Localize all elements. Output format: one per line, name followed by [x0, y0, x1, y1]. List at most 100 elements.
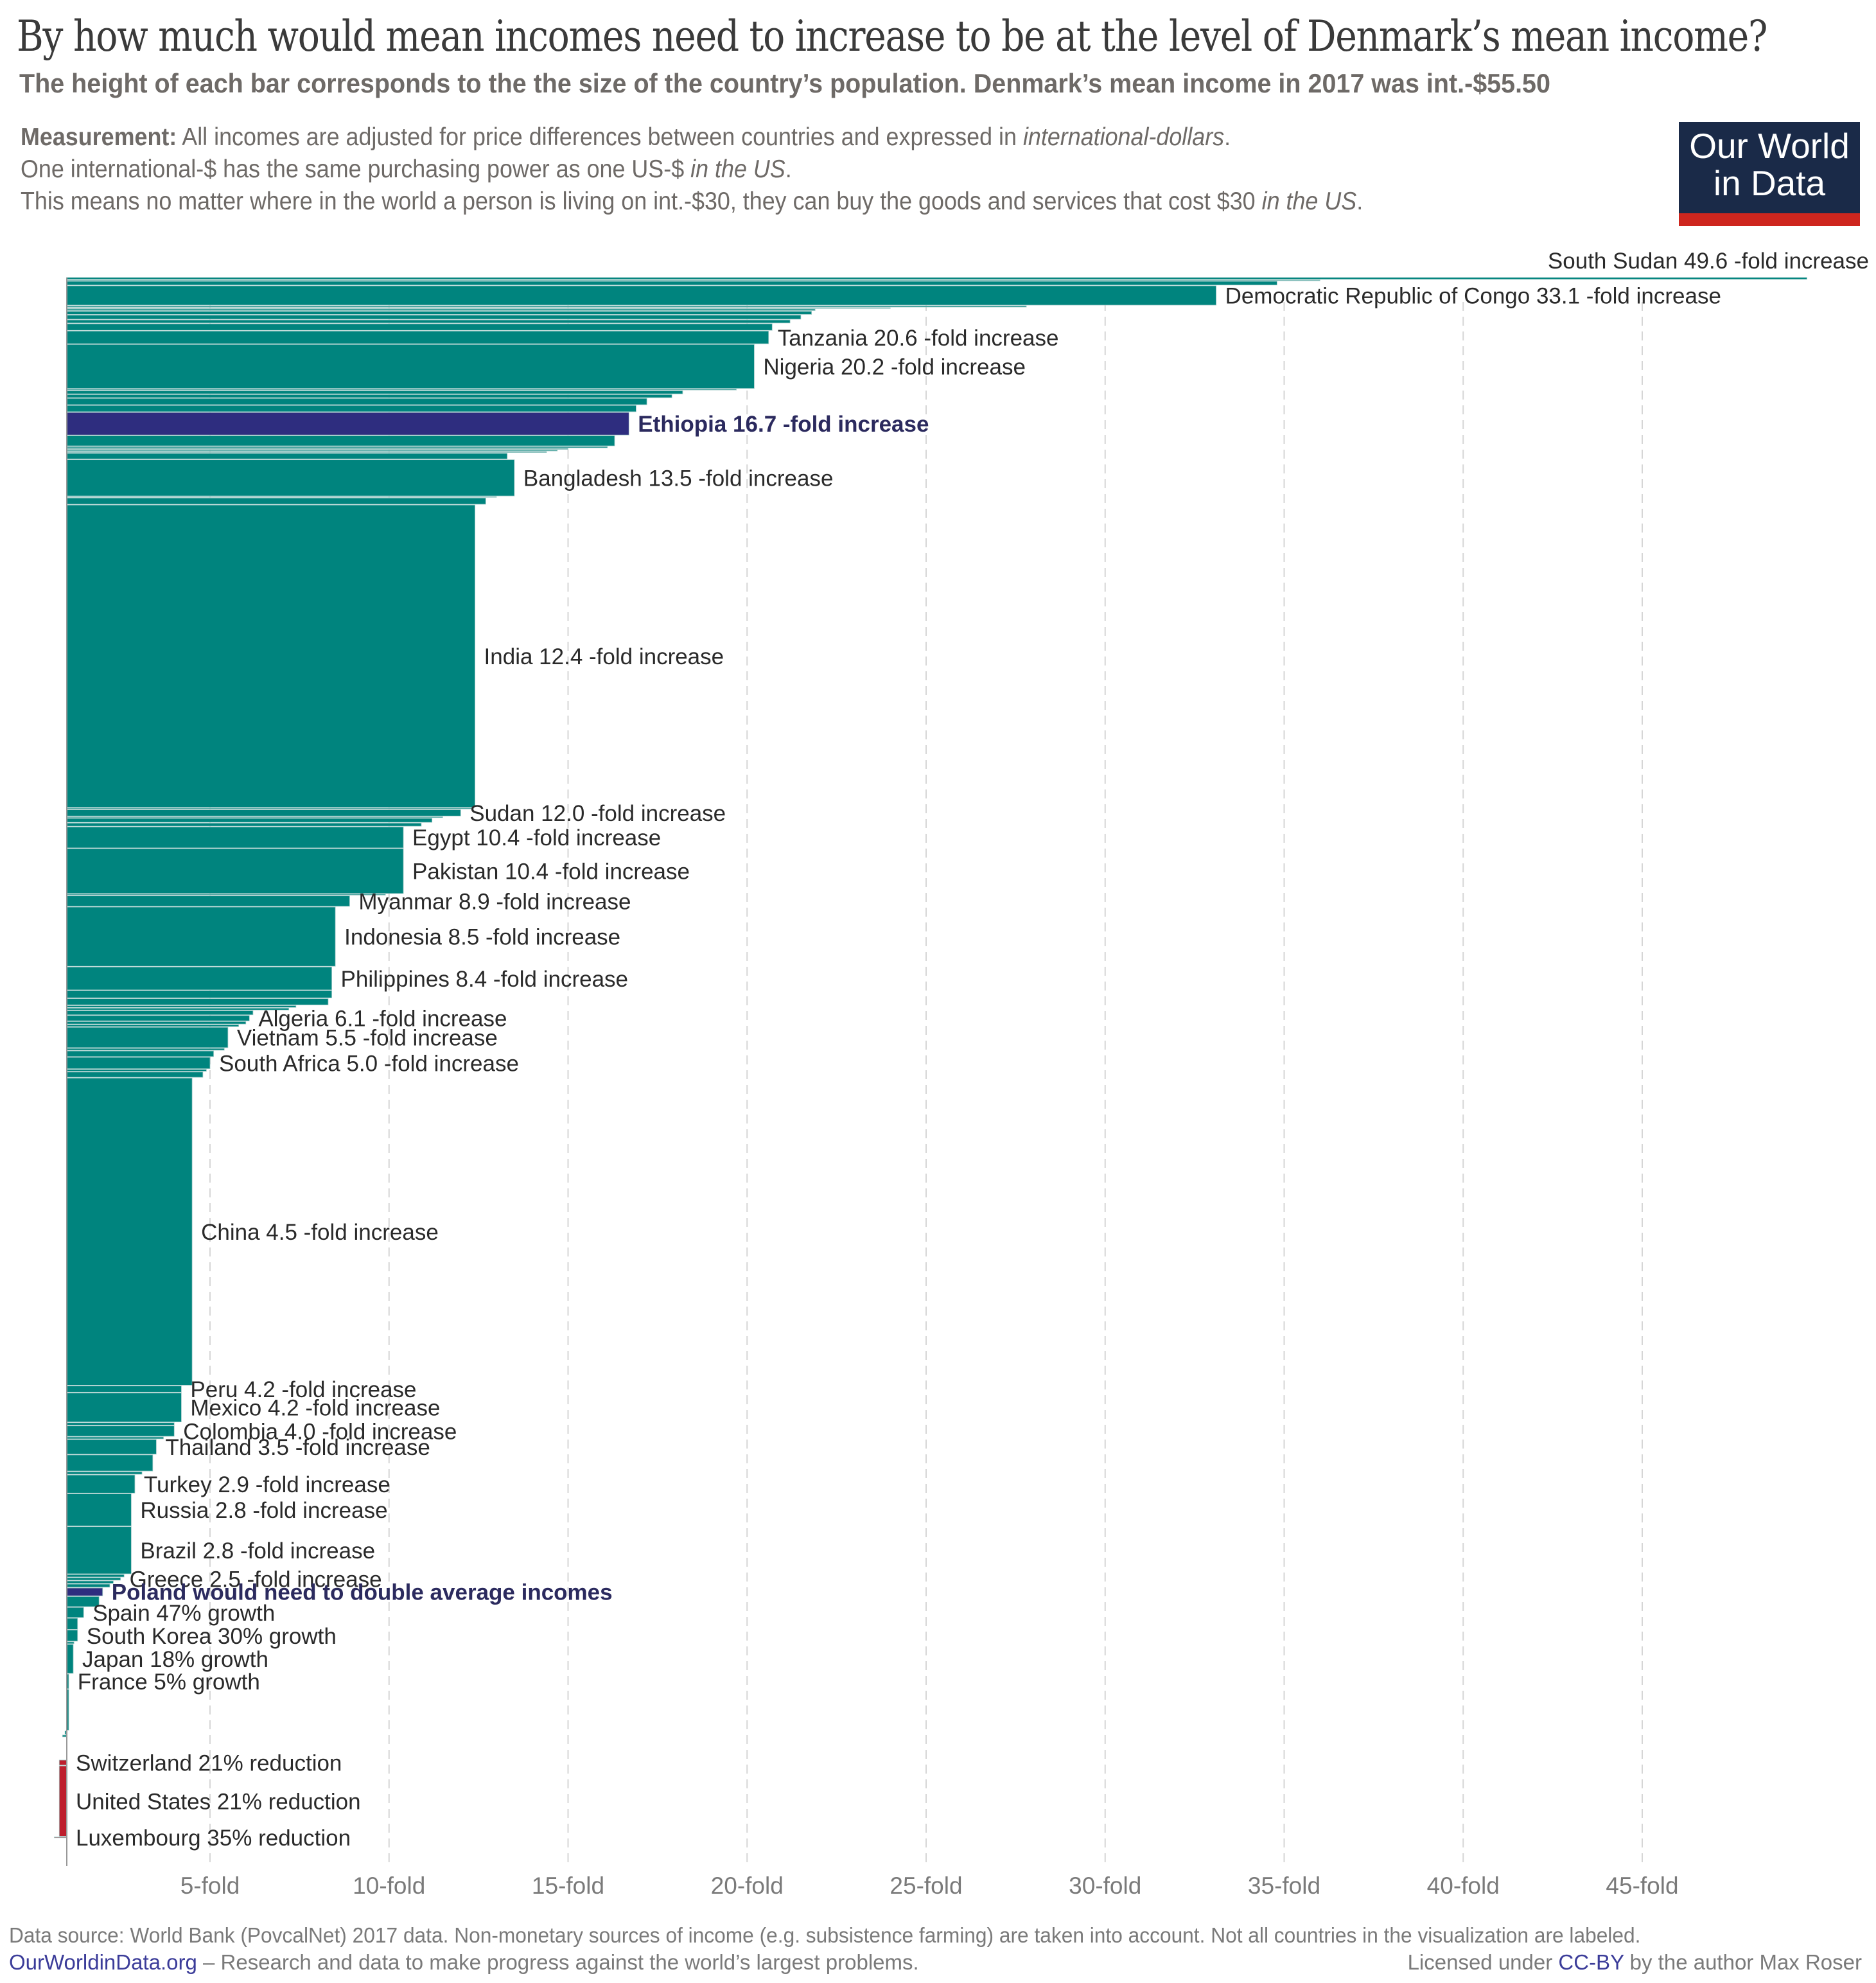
measurement-text: One international-$ has the same purchas…: [21, 155, 691, 183]
footer-license: Licensed under CC-BY by the author Max R…: [1408, 1950, 1862, 1975]
license-prefix: Licensed under: [1407, 1950, 1559, 1974]
bar: [62, 1734, 67, 1738]
bar: [66, 1587, 103, 1596]
bar: [66, 1048, 225, 1051]
bar-label: Myanmar 8.9 -fold increase: [358, 889, 631, 914]
bar: [66, 315, 802, 320]
footer-left: OurWorldinData.org – Research and data t…: [9, 1950, 919, 1975]
bar: [66, 894, 386, 895]
bar: [66, 848, 404, 894]
measurement-note-line-1: Measurement: All incomes are adjusted fo…: [21, 123, 1231, 152]
bar-label: Indonesia 8.5 -fold increase: [344, 925, 620, 950]
bar: [66, 412, 629, 436]
bar-label: Algeria 6.1 -fold increase: [258, 1007, 507, 1032]
chart-subtitle: The height of each bar corresponds to th…: [19, 68, 1550, 98]
measurement-text: .: [785, 155, 792, 183]
bar: [58, 1759, 67, 1766]
bar: [66, 1454, 153, 1472]
bar: [66, 1474, 136, 1494]
measurement-emphasis: in the US: [690, 155, 785, 183]
logo-accent-bar: [1679, 213, 1860, 226]
bar-labels: South Sudan 49.6 -fold increase Democrati…: [76, 249, 1869, 1851]
bar-label: France 5% growth: [78, 1670, 260, 1695]
bar-label: Pakistan 10.4 -fold increase: [412, 859, 690, 885]
x-tick-label: 35-fold: [1248, 1873, 1320, 1899]
bar: [66, 816, 443, 818]
bar: [66, 1393, 182, 1422]
bar: [66, 1050, 214, 1057]
bar-label: Democratic Republic of Congo 33.1 -fold …: [1225, 284, 1721, 309]
bar-label: Luxembourg 35% reduction: [76, 1826, 351, 1851]
bar-label: Switzerland 21% reduction: [76, 1751, 342, 1776]
x-tick-label: 20-fold: [711, 1873, 784, 1899]
x-tick-label: 30-fold: [1069, 1873, 1141, 1899]
bar: [66, 1436, 164, 1440]
bar: [66, 1580, 114, 1584]
x-tick-label: 15-fold: [532, 1873, 604, 1899]
bar: [66, 331, 769, 344]
bar: [66, 1617, 78, 1630]
bar-label: India 12.4 -fold increase: [484, 644, 724, 669]
owid-site-link[interactable]: OurWorldinData.org: [9, 1950, 197, 1974]
x-tick-label: 45-fold: [1606, 1873, 1678, 1899]
bar: [66, 967, 332, 991]
bar: [66, 1071, 204, 1078]
bar: [66, 1574, 125, 1578]
x-tick-label: 5-fold: [180, 1873, 240, 1899]
bar: [66, 1583, 110, 1588]
bar: [58, 1765, 67, 1837]
bar: [66, 895, 350, 907]
bar: [66, 446, 608, 448]
measurement-text: All incomes are adjusted for price diffe…: [182, 123, 1023, 151]
bar: [66, 308, 816, 311]
logo-line-1: Our World: [1689, 126, 1850, 166]
bar-label: Sudan 12.0 -fold increase: [469, 801, 726, 826]
bar: [66, 818, 433, 823]
bar: [66, 1077, 193, 1386]
data-source-note: Data source: World Bank (PovcalNet) 2017…: [9, 1923, 1641, 1947]
measurement-text: .: [1224, 123, 1231, 151]
measurement-label: Measurement:: [21, 123, 177, 151]
bar: [66, 1008, 290, 1010]
bar: [66, 1386, 182, 1393]
bars: [54, 277, 1807, 1838]
bar: [66, 1607, 84, 1618]
bar: [66, 285, 1216, 306]
bar-label: Colombia 4.0 -fold increase: [183, 1419, 457, 1444]
bar-label: China 4.5 -fold increase: [201, 1220, 439, 1245]
bar: [66, 1526, 132, 1574]
bar-label: Greece 2.5 -fold increase: [130, 1567, 382, 1592]
bar-label: Philippines 8.4 -fold increase: [341, 967, 628, 992]
bar: [66, 1057, 211, 1070]
bar: [66, 1644, 74, 1674]
bar: [66, 398, 647, 405]
owid-logo[interactable]: Our World in Data: [1679, 122, 1860, 226]
bar-label: Tanzania 20.6 -fold increase: [778, 326, 1059, 351]
bar-label: South Korea 30% growth: [87, 1624, 337, 1649]
bar-label: South Sudan 49.6 -fold increase: [1548, 249, 1869, 274]
bar: [66, 394, 672, 398]
bar: [66, 311, 812, 315]
bar: [66, 305, 1027, 308]
bar: [66, 277, 1807, 280]
bar: [66, 807, 472, 809]
bar: [66, 822, 422, 827]
bar-label: Egypt 10.4 -fold increase: [412, 825, 661, 850]
bar: [66, 323, 773, 331]
logo-line-2: in Data: [1713, 163, 1826, 203]
bar: [66, 1027, 229, 1048]
x-tick-label: 10-fold: [353, 1873, 425, 1899]
bar-label: Mexico 4.2 -fold increase: [190, 1396, 440, 1421]
footer-tagline: – Research and data to make progress aga…: [197, 1950, 919, 1974]
cc-by-link[interactable]: CC-BY: [1558, 1950, 1624, 1974]
bar: [66, 1425, 175, 1437]
bar: [66, 809, 461, 816]
bar: [66, 453, 508, 459]
bar: [66, 1471, 143, 1475]
bar: [66, 1021, 247, 1025]
bar-label: Japan 18% growth: [82, 1647, 268, 1672]
x-tick-label: 25-fold: [890, 1873, 962, 1899]
bar: [66, 279, 1320, 281]
x-axis-ticks: 5-fold 10-fold 15-fold 20-fold 25-fold 30-fol…: [180, 1873, 1679, 1899]
